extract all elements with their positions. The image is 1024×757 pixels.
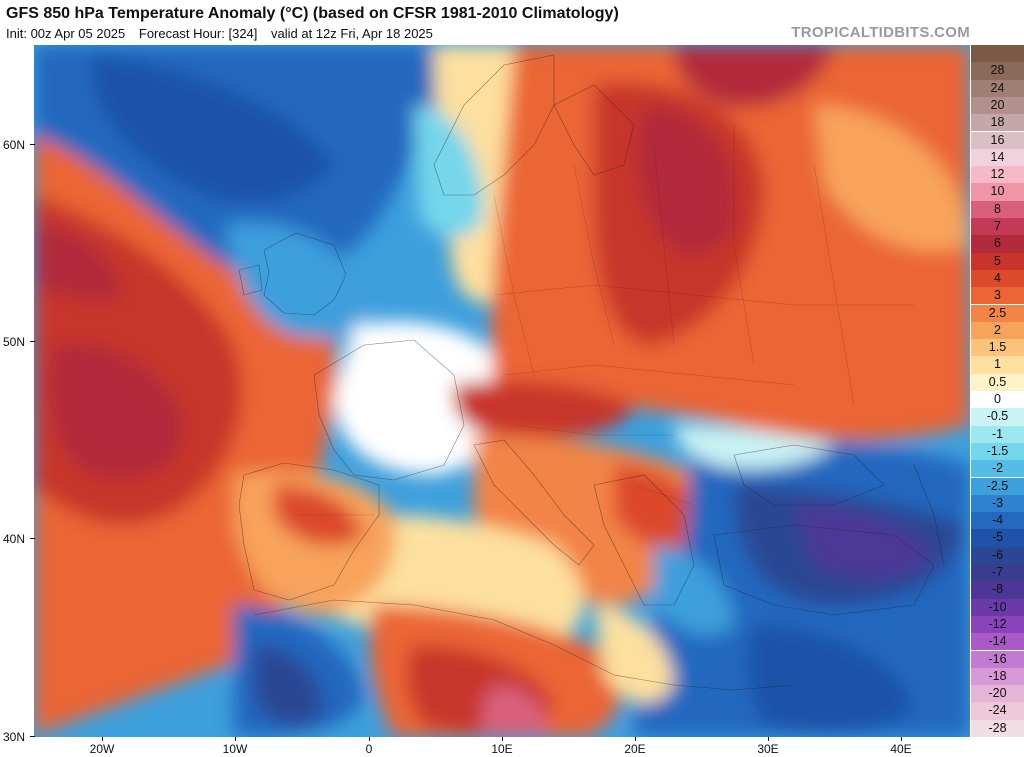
borders <box>294 125 914 516</box>
colorbar-swatch: -5 <box>971 529 1024 547</box>
colorbar-swatch: -4 <box>971 512 1024 530</box>
colorbar-swatch: 1 <box>971 356 1024 374</box>
colorbar-swatch: -1.5 <box>971 442 1024 461</box>
colorbar-swatch: -2.5 <box>971 477 1024 495</box>
lon-tick <box>369 737 370 741</box>
colorbar-swatch: 7 <box>971 218 1024 236</box>
colorbar-swatch <box>971 45 1024 63</box>
lon-tick <box>102 737 103 741</box>
coastlines <box>238 54 945 691</box>
colorbar-swatch: 8 <box>971 200 1024 218</box>
colorbar-swatch: 12 <box>971 166 1024 184</box>
lon-label-30e: 30E <box>757 742 779 756</box>
colorbar-swatch: 4 <box>971 269 1024 288</box>
lon-label-10w: 10W <box>222 742 248 756</box>
lat-label-30n: 30N <box>3 730 26 744</box>
colorbar-swatch: -0.5 <box>971 408 1024 426</box>
colorbar-swatch: -2 <box>971 460 1024 478</box>
lat-label-50n: 50N <box>3 335 26 349</box>
lon-tick <box>635 737 636 741</box>
lon-tick <box>901 737 902 741</box>
colorbar-swatch: -28 <box>971 719 1024 737</box>
colorbar-swatch: 20 <box>971 96 1024 115</box>
map-subtitle: Init: 00z Apr 05 2025 Forecast Hour: [32… <box>6 26 443 41</box>
lat-label-40n: 40N <box>3 532 26 546</box>
colorbar-swatch: 1.5 <box>971 339 1024 357</box>
colorbar-swatch: 2.5 <box>971 304 1024 322</box>
colorbar-swatch: -6 <box>971 546 1024 564</box>
init-time: Init: 00z Apr 05 2025 <box>6 26 126 41</box>
lon-tick <box>502 737 503 741</box>
lat-label-60n: 60N <box>3 138 26 152</box>
colorbar-swatch: -12 <box>971 615 1024 634</box>
anomaly-map <box>34 45 970 737</box>
colorbar-swatch: -16 <box>971 650 1024 668</box>
colorbar-swatch: 5 <box>971 252 1024 270</box>
colorbar-swatch: 24 <box>971 79 1024 97</box>
lat-tick <box>30 538 35 539</box>
colorbar-swatch: 14 <box>971 148 1024 167</box>
anomaly-map-svg <box>34 45 970 737</box>
lon-label-10e: 10E <box>491 742 513 756</box>
lon-label-20e: 20E <box>624 742 646 756</box>
colorbar-swatch: 2 <box>971 321 1024 340</box>
lat-tick <box>30 736 35 737</box>
colorbar-swatch: -24 <box>971 702 1024 720</box>
lon-label-20w: 20W <box>89 742 115 756</box>
colorbar-swatch: -10 <box>971 598 1024 616</box>
colorbar-swatch: -18 <box>971 667 1024 686</box>
colorbar-swatch: 10 <box>971 183 1024 201</box>
colorbar-swatch: 3 <box>971 287 1024 305</box>
colorbar-swatch: 18 <box>971 114 1024 132</box>
lat-tick <box>30 144 35 145</box>
anomaly-field <box>34 45 970 737</box>
colorbar-swatch: -14 <box>971 633 1024 651</box>
colorbar-swatch: -20 <box>971 685 1024 703</box>
colorbar-swatch: -7 <box>971 564 1024 582</box>
lon-tick <box>768 737 769 741</box>
colorbar-swatch: 0.5 <box>971 373 1024 391</box>
colorbar-swatch: -3 <box>971 494 1024 513</box>
map-title: GFS 850 hPa Temperature Anomaly (°C) (ba… <box>6 5 619 22</box>
lon-tick <box>235 737 236 741</box>
colorbar-legend: 28 24 20 18 16 14 12 10 8 7 6 5 4 3 2.5 2 1.5 1 0.5 0 -0.5 -1… <box>971 45 1024 737</box>
lon-label-40e: 40E <box>890 742 912 756</box>
lat-tick <box>30 341 35 342</box>
colorbar-swatch: -1 <box>971 425 1024 443</box>
valid-time: valid at 12z Fri, Apr 18 2025 <box>271 26 433 41</box>
colorbar-swatch: 0 <box>971 391 1024 409</box>
lon-label-0: 0 <box>365 742 373 756</box>
forecast-hour: Forecast Hour: [324] <box>138 26 258 41</box>
colorbar-swatch: -8 <box>971 581 1024 599</box>
colorbar-swatch: 6 <box>971 235 1024 253</box>
colorbar-swatch: 16 <box>971 131 1024 149</box>
brand-watermark: TROPICALTIDBITS.COM <box>791 24 970 41</box>
colorbar-swatch: 28 <box>971 62 1024 80</box>
